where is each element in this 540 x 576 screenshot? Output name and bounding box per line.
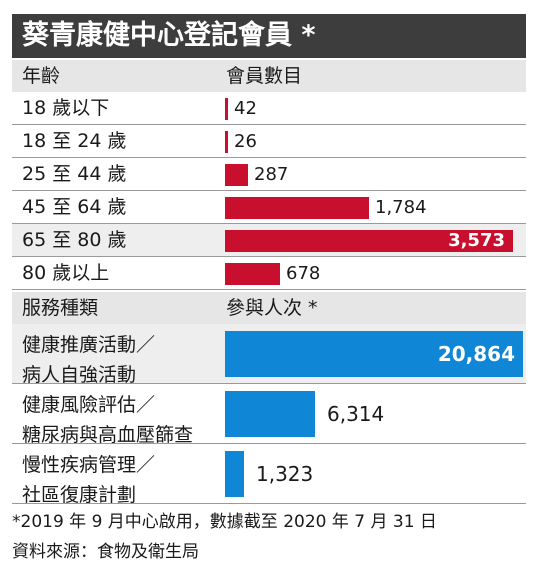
- member-value: 42: [234, 98, 257, 119]
- age-row: 18 至 24 歲 26: [12, 125, 526, 158]
- age-label: 45 至 64 歲: [22, 196, 127, 218]
- age-row: 45 至 64 歲 1,784: [12, 191, 526, 224]
- service-label: 健康風險評估／ 糖尿病與高血壓篩查: [22, 390, 193, 450]
- service-label-line: 糖尿病與高血壓篩查: [22, 424, 194, 446]
- age-row: 65 至 80 歲 3,573: [12, 224, 526, 257]
- member-value: 1,784: [375, 197, 427, 218]
- member-value: 26: [234, 131, 257, 152]
- age-row: 18 歲以下 42: [12, 92, 526, 125]
- age-label: 18 歲以下: [22, 97, 110, 119]
- age-column-header: 年齡: [22, 65, 61, 87]
- service-row: 健康推廣活動／ 病人自強活動 20,864: [12, 324, 526, 386]
- attendance-value: 1,323: [256, 462, 314, 486]
- service-column-header: 服務種類: [22, 297, 99, 319]
- age-header-row: 年齡 會員數目: [12, 60, 526, 92]
- service-label-line: 健康風險評估／: [22, 394, 156, 416]
- service-label-line: 健康推廣活動／: [22, 334, 156, 356]
- age-label: 80 歲以上: [22, 262, 110, 284]
- service-label-line: 慢性疾病管理／: [22, 454, 156, 476]
- source-note: 資料來源：食物及衛生局: [12, 542, 199, 562]
- age-label: 25 至 44 歲: [22, 163, 127, 185]
- member-bar: [225, 197, 369, 219]
- age-row: 80 歲以上 678: [12, 257, 526, 290]
- service-row: 慢性疾病管理／ 社區復康計劃 1,323: [12, 444, 526, 506]
- service-label-line: 病人自強活動: [22, 364, 137, 386]
- attendance-column-header: 參與人次 *: [226, 297, 318, 319]
- service-row: 健康風險評估／ 糖尿病與高血壓篩查 6,314: [12, 384, 526, 446]
- member-bar: [225, 164, 248, 186]
- member-count-column-header: 會員數目: [226, 65, 303, 87]
- service-label: 慢性疾病管理／ 社區復康計劃: [22, 450, 155, 510]
- age-row: 25 至 44 歲 287: [12, 158, 526, 191]
- attendance-bar: [225, 451, 244, 497]
- member-bar: [225, 263, 280, 285]
- member-bar: [225, 131, 228, 153]
- footnote: *2019 年 9 月中心啟用，數據截至 2020 年 7 月 31 日: [12, 512, 437, 532]
- member-bar: [225, 230, 513, 252]
- attendance-value: 6,314: [327, 402, 385, 426]
- member-value: 678: [286, 263, 321, 284]
- member-value: 3,573: [448, 230, 505, 251]
- member-value: 287: [254, 164, 289, 185]
- attendance-bar: [225, 331, 523, 377]
- chart-title: 葵青康健中心登記會員 *: [12, 14, 526, 58]
- age-label: 18 至 24 歲: [22, 130, 127, 152]
- member-bar: [225, 98, 228, 120]
- service-label: 健康推廣活動／ 病人自強活動: [22, 330, 155, 390]
- service-header-row: 服務種類 參與人次 *: [12, 292, 526, 324]
- attendance-bar: [225, 391, 315, 437]
- attendance-value: 20,864: [437, 342, 515, 366]
- service-label-line: 社區復康計劃: [22, 484, 137, 506]
- age-label: 65 至 80 歲: [22, 229, 127, 251]
